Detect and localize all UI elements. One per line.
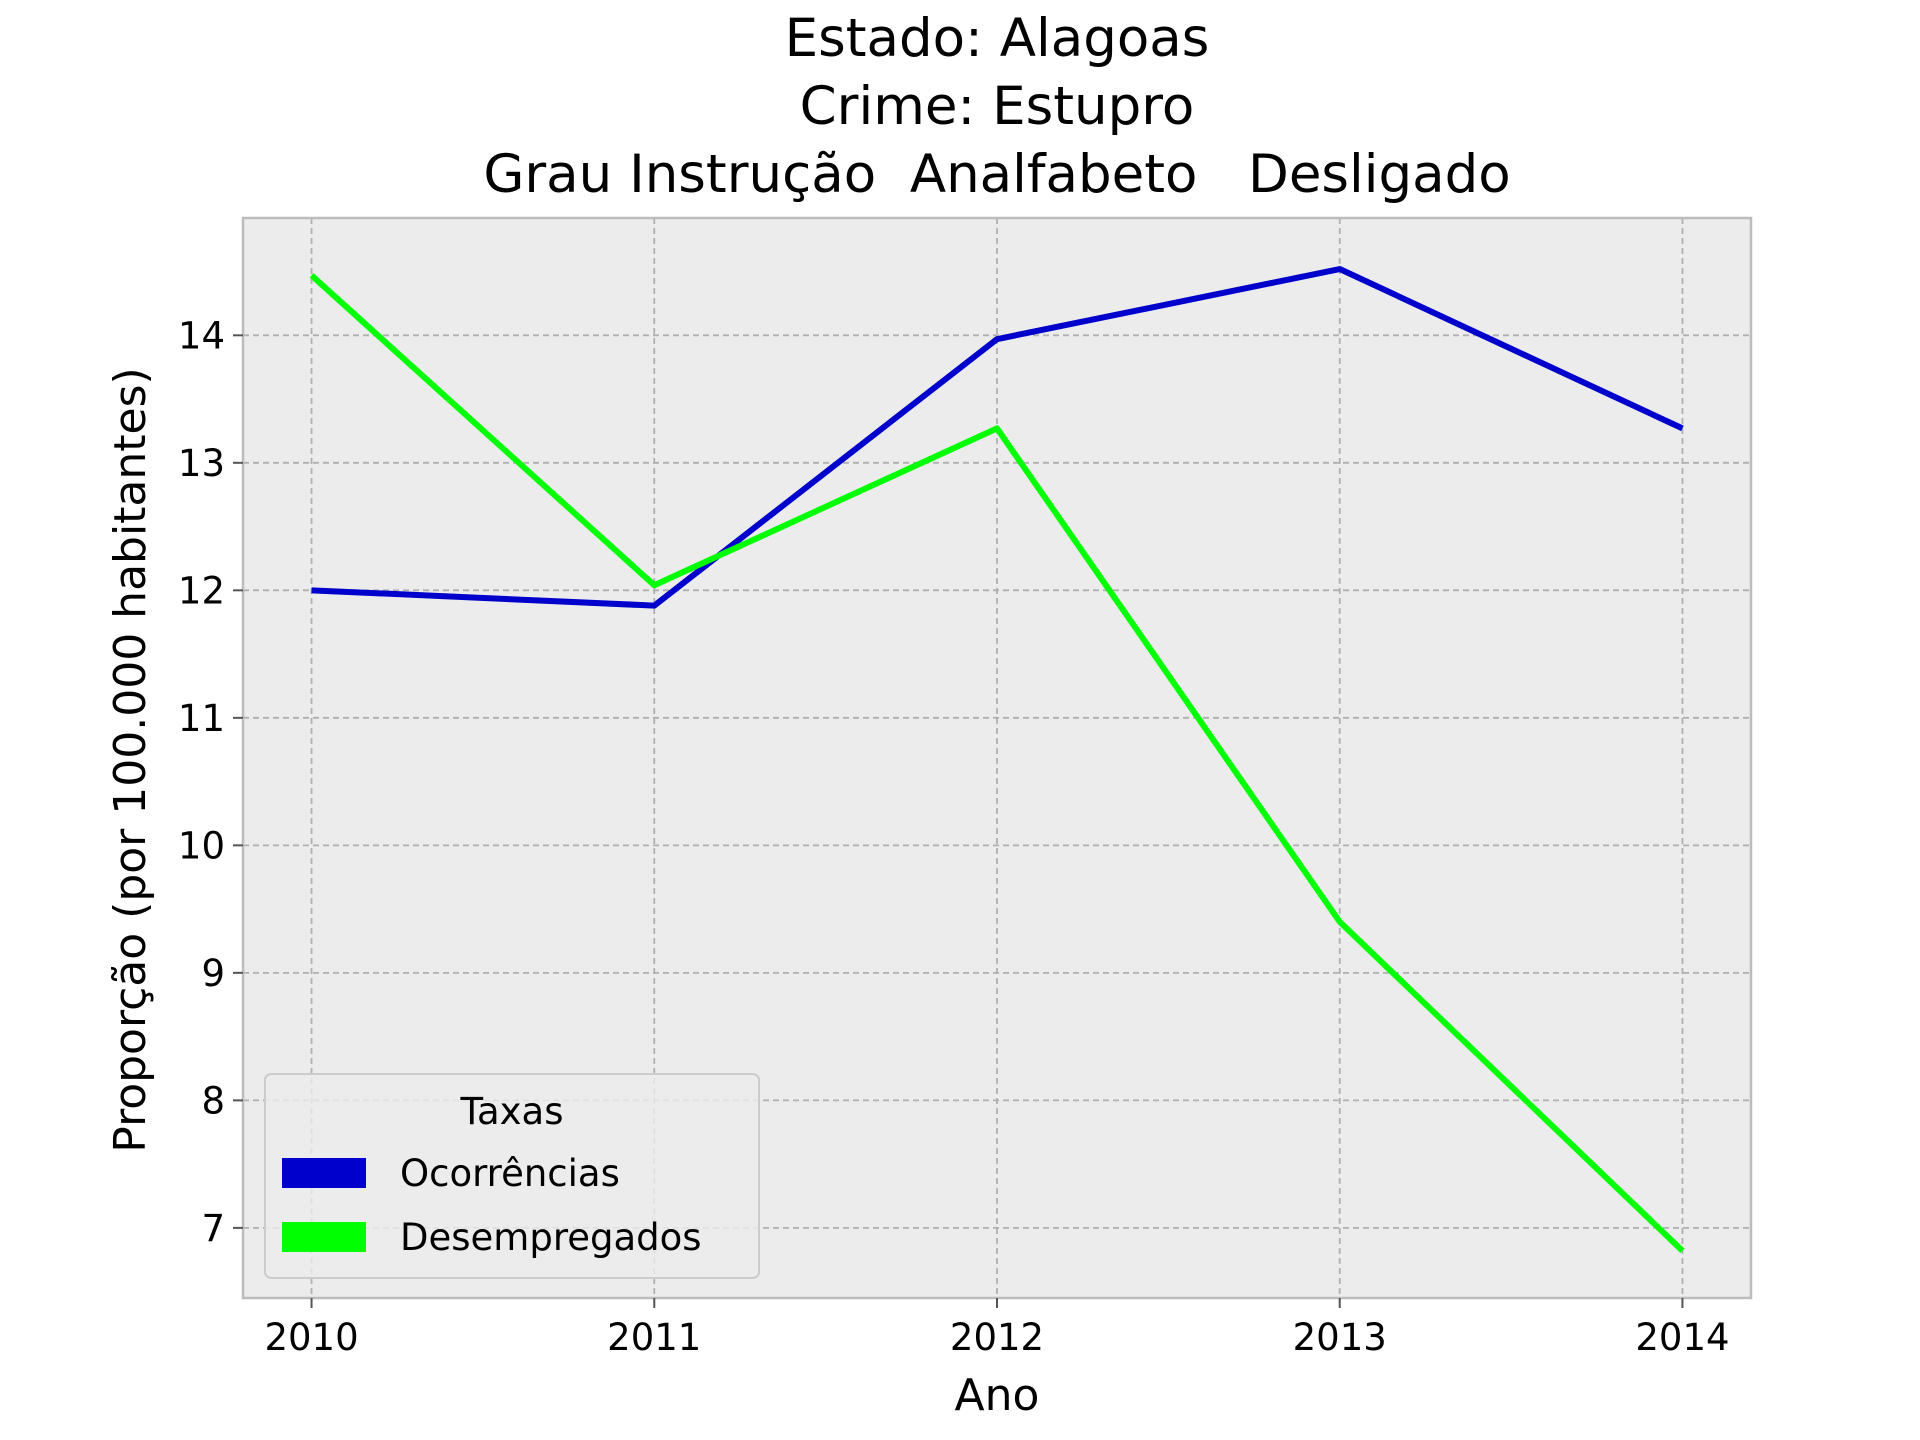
y-tick-label: 9	[201, 952, 225, 995]
x-axis-label: Ano	[955, 1370, 1040, 1421]
y-tick-label: 14	[178, 314, 225, 357]
y-tick-label: 10	[178, 824, 225, 867]
y-tick-label: 8	[201, 1079, 225, 1122]
series-line-desempregados	[309, 273, 1685, 1253]
y-tick-label: 7	[201, 1207, 225, 1250]
x-tick-label: 2010	[264, 1316, 358, 1359]
legend-label-ocorrencias: Ocorrências	[400, 1152, 620, 1195]
series-layer	[309, 266, 1685, 1253]
title-line-1: Estado: Alagoas	[785, 8, 1210, 69]
legend-swatch-ocorrencias	[282, 1158, 366, 1188]
x-tick-label: 2013	[1293, 1316, 1387, 1359]
grid	[243, 218, 1751, 1298]
legend-swatch-desempregados	[282, 1222, 366, 1252]
x-axis: 2010 2011 2012 2013 2014	[264, 1298, 1730, 1359]
legend-label-desempregados: Desempregados	[400, 1216, 702, 1259]
y-tick-label: 13	[178, 442, 225, 485]
title-line-2: Crime: Estupro	[800, 76, 1195, 137]
x-tick-label: 2011	[607, 1316, 701, 1359]
x-tick-label: 2012	[950, 1316, 1044, 1359]
y-tick-label: 11	[178, 697, 225, 740]
x-tick-label: 2014	[1635, 1316, 1729, 1359]
y-axis: 7 8 9 10 11 12 13 14	[178, 314, 243, 1250]
title-line-3: Grau Instrução Analfabeto Desligado	[483, 144, 1510, 205]
legend: Taxas Ocorrências Desempregados	[264, 1073, 760, 1279]
y-tick-label: 12	[178, 569, 225, 612]
y-axis-label: Proporção (por 100.000 habitantes)	[105, 367, 156, 1152]
legend-box	[264, 1073, 760, 1279]
series-line-ocorrencias	[311, 266, 1684, 609]
legend-title: Taxas	[460, 1090, 564, 1133]
